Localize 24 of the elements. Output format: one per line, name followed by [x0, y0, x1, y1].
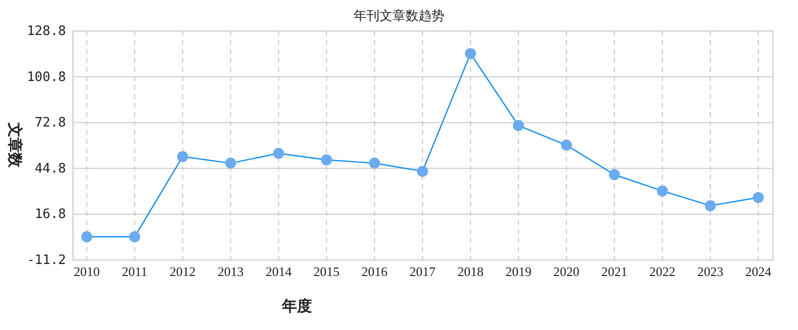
x-tick-label: 2017 [410, 264, 436, 279]
x-tick-label: 2016 [362, 264, 388, 279]
x-tick-label: 2019 [505, 264, 532, 279]
x-tick-label: 2022 [649, 264, 676, 279]
y-tick-label: -11.2 [26, 253, 66, 268]
x-tick-label: 2021 [601, 264, 628, 279]
x-tick-label: 2015 [314, 264, 340, 279]
x-axis-title: 年度 [281, 297, 312, 315]
x-tick-label: 2014 [266, 264, 292, 279]
y-tick-label: 16.8 [34, 207, 66, 222]
x-tick-label: 2011 [122, 264, 148, 279]
x-tick-label: 2018 [457, 264, 484, 279]
y-tick-label: 72.8 [34, 116, 66, 131]
y-tick-label: 128.8 [26, 24, 66, 39]
y-tick-label: 100.8 [26, 70, 66, 85]
y-tick-label: 44.8 [34, 161, 66, 176]
x-tick-label: 2023 [697, 264, 724, 279]
x-tick-label: 2013 [218, 264, 244, 279]
chart-title: 年刊文章数趋势 [354, 8, 444, 23]
x-tick-label: 2012 [170, 264, 196, 279]
x-tick-label: 2010 [74, 264, 100, 279]
x-tick-label: 2024 [745, 264, 772, 279]
y-axis-title: 文章数 [6, 122, 24, 168]
x-tick-label: 2020 [553, 264, 580, 279]
